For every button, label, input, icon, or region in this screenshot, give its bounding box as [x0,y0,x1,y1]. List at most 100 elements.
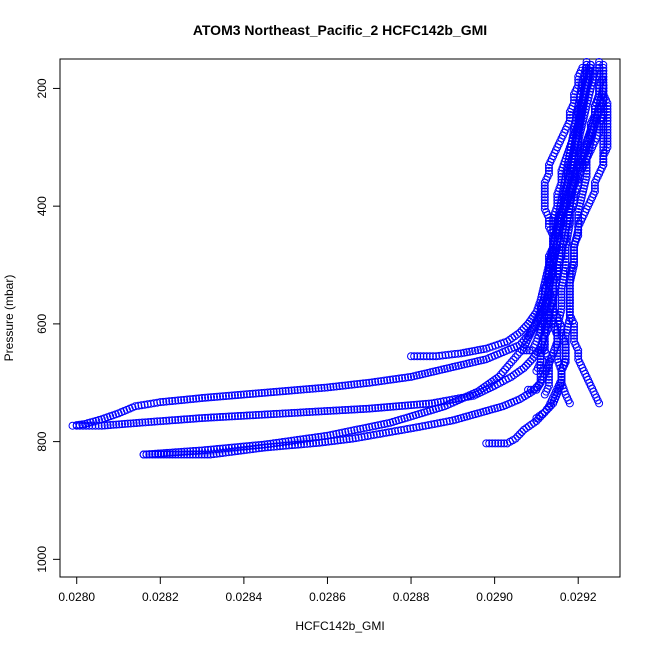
data-point [599,146,608,155]
data-point [599,160,608,169]
data-point [557,172,566,181]
data-point [135,418,144,427]
data-point [308,407,317,416]
data-point [207,445,216,454]
data-point [275,409,284,418]
data-point [305,408,314,417]
data-point [565,299,574,308]
data-point [138,418,147,427]
data-point [201,413,210,422]
data-point [599,116,608,125]
data-point [540,314,549,322]
data-point [540,287,549,296]
data-point [557,328,566,337]
data-point [553,222,562,231]
data-point [586,69,595,78]
data-point [570,255,579,264]
data-point [532,417,541,426]
data-point [123,419,132,428]
data-point [536,316,545,325]
data-point [357,433,366,442]
data-point [599,149,608,158]
data-point [189,394,198,403]
data-point [239,411,248,420]
data-point [515,430,524,439]
data-point [383,376,392,385]
data-point [565,116,574,125]
data-point [183,395,192,404]
data-point [348,434,357,443]
data-point [599,87,608,96]
data-point [216,392,224,401]
data-point [565,308,574,317]
data-point [561,358,570,367]
data-point [320,407,329,416]
x-axis: 0.0280 0.0282 0.0284 0.0286 0.0288 0.0290 0.02… [58,576,597,604]
data-point [574,231,583,240]
data-point [236,442,245,451]
data-point [245,390,254,399]
data-point [350,380,359,389]
data-point [266,439,275,448]
data-point [570,243,579,252]
data-point [354,433,363,442]
data-point [126,419,135,428]
data-point [174,396,183,405]
data-point [422,352,431,361]
data-point [281,437,290,446]
data-point [595,75,604,84]
data-point [100,421,109,430]
data-point [251,411,260,420]
data-point [278,387,287,396]
data-point [290,436,299,445]
data-point [284,386,293,395]
data-point [528,387,537,396]
x-tick-label: 0.0292 [560,590,597,604]
data-point [296,408,305,417]
data-point [580,110,589,119]
data-point [151,449,160,458]
data-point [544,269,553,278]
data-point [407,352,416,361]
data-point [570,337,579,346]
data-point [599,119,608,128]
data-point [162,448,171,457]
data-point [557,375,566,384]
data-point [398,401,407,410]
data-point [284,409,293,418]
data-point [603,131,612,140]
data-point [296,435,305,444]
data-point [570,249,579,258]
data-point [263,440,272,449]
data-point [305,434,314,443]
data-point [317,383,326,392]
data-point [213,445,222,454]
data-point [549,249,558,258]
data-point [553,269,562,278]
data-point [529,385,538,394]
data-point [344,381,353,390]
data-point [366,431,375,440]
data-point [603,113,612,122]
data-point [266,410,275,419]
data-point [540,290,549,299]
data-point [287,436,296,445]
data-point [599,125,608,134]
data-point [544,361,553,370]
data-point [561,234,570,243]
data-point [432,352,441,361]
data-point [278,409,287,418]
data-point [317,432,326,441]
data-point [441,351,450,360]
data-point [462,348,471,357]
data-point [218,412,227,421]
data-point [595,69,604,78]
data-point [574,349,583,358]
data-point [363,431,372,440]
data-point [275,387,284,396]
data-point [218,444,227,453]
data-point [195,394,204,403]
data-point [323,383,332,392]
data-point [344,405,353,414]
data-point [578,63,587,72]
